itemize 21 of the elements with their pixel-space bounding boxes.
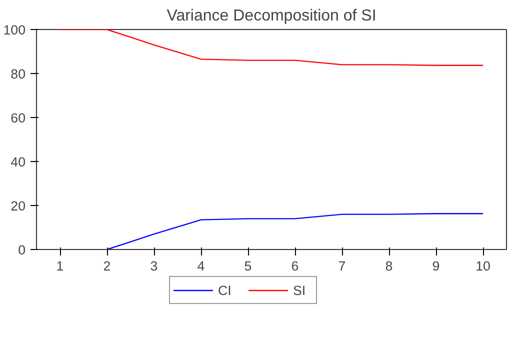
y-tick-label: 80: [10, 66, 26, 82]
x-tick-label: 8: [385, 258, 393, 274]
line-series: [59, 30, 484, 66]
y-tick-label: 40: [10, 154, 26, 170]
x-tick-label: 7: [338, 258, 346, 274]
legend-label: SI: [292, 282, 307, 298]
y-tick-label: 0: [18, 242, 26, 258]
x-tick-label: 1: [56, 258, 64, 274]
x-tick-label: 10: [476, 258, 490, 274]
y-tick-label: 100: [3, 22, 26, 38]
line-series: [106, 213, 484, 250]
x-tick-label: 6: [291, 258, 299, 274]
x-tick-label: 9: [432, 258, 440, 274]
x-tick-label: 4: [197, 258, 206, 274]
y-tick-label: 20: [10, 198, 26, 214]
x-tick-label: 5: [244, 258, 252, 274]
x-tick-label: 2: [103, 258, 111, 274]
legend-label: CI: [218, 282, 232, 298]
y-tick-label: 60: [10, 110, 26, 126]
x-tick-label: 3: [150, 258, 158, 274]
chart-title: Variance Decomposition of SI: [166, 8, 376, 24]
